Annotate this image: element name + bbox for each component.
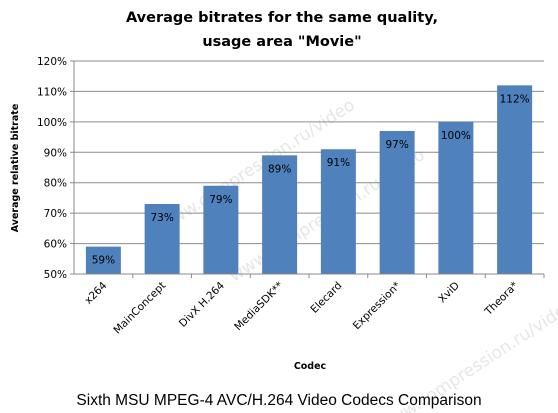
bar-6: [438, 121, 474, 274]
data-label-5: 97%: [385, 139, 408, 151]
data-label-6: 100%: [441, 130, 471, 142]
x-category-label-6: XviD: [436, 280, 462, 306]
data-label-1: 73%: [150, 212, 173, 224]
bar-4: [320, 149, 356, 274]
x-category-label-4: Elecard: [308, 280, 344, 316]
y-tick-label-80: 80%: [44, 178, 67, 190]
chart-title-line-1: Average bitrates for the same quality,: [126, 10, 438, 26]
y-tick-label-70: 70%: [44, 208, 67, 220]
y-tick-label-120: 120%: [37, 56, 67, 68]
data-label-7: 112%: [500, 93, 530, 105]
bar-2: [203, 185, 239, 274]
x-axis-categories: x264 MainConcept DivX H.264 MediaSDK** Eleca…: [82, 274, 545, 337]
bar-3: [262, 155, 298, 274]
y-tick-label-100: 100%: [37, 117, 67, 129]
bar-5: [379, 130, 415, 274]
x-category-label-2: DivX H.264: [177, 279, 227, 329]
bar-0: [85, 246, 121, 274]
bars: [85, 85, 533, 274]
x-axis-title: Codec: [294, 361, 326, 372]
chart-title-line-2: usage area "Movie": [202, 34, 361, 50]
y-tick-label-50: 50%: [44, 269, 67, 281]
data-labels: 59% 73% 79% 89% 91% 97% 100% 112%: [92, 93, 530, 266]
bar-1: [144, 204, 180, 274]
data-label-2: 79%: [209, 194, 232, 206]
y-tick-label-110: 110%: [37, 86, 67, 98]
y-tick-label-90: 90%: [44, 147, 67, 159]
data-label-4: 91%: [327, 157, 350, 169]
x-category-label-5: Expression*: [351, 280, 404, 333]
data-label-3: 89%: [268, 163, 291, 175]
y-axis-title: Average relative bitrate: [10, 104, 21, 233]
gridlines: [74, 60, 544, 275]
data-label-0: 59%: [92, 255, 115, 267]
x-category-label-1: MainConcept: [111, 280, 168, 337]
x-category-label-7: Theora*: [482, 280, 521, 319]
x-category-label-3: MediaSDK**: [232, 280, 286, 334]
y-tick-label-60: 60%: [44, 239, 67, 251]
y-axis-ticks: 50% 60% 70% 80% 90% 100% 110% 120%: [37, 56, 74, 281]
bar-7: [497, 85, 533, 274]
footer-caption: Sixth MSU MPEG-4 AVC/H.264 Video Codecs …: [76, 392, 481, 409]
x-category-label-0: x264: [82, 279, 109, 306]
